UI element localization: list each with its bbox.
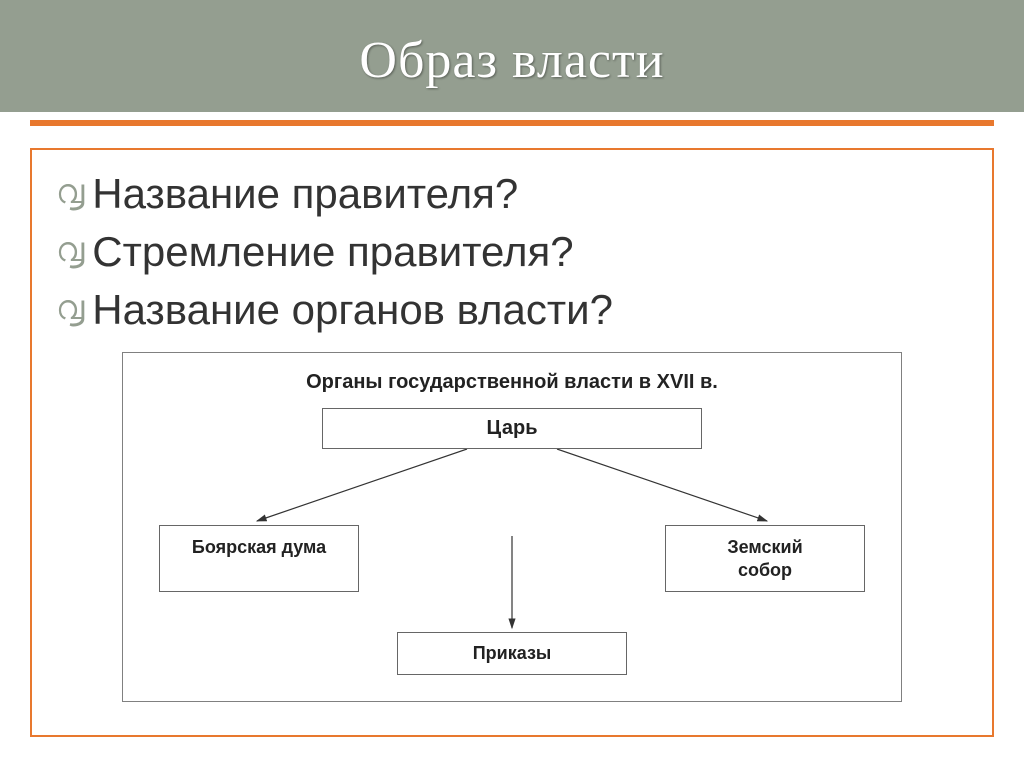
slide-title: Образ власти xyxy=(359,31,664,90)
bullet-text: Стремление правителя? xyxy=(92,228,573,276)
node-root: Царь xyxy=(322,408,702,449)
bullet-item: ൮ Стремление правителя? xyxy=(56,228,968,276)
bullet-item: ൮ Название органов власти? xyxy=(56,286,968,334)
swirl-icon: ൮ xyxy=(56,291,84,325)
bullet-text: Название правителя? xyxy=(92,170,518,218)
bullet-item: ൮ Название правителя? xyxy=(56,170,968,218)
bullet-text: Название органов власти? xyxy=(92,286,613,334)
content-area: ൮ Название правителя? ൮ Стремление прави… xyxy=(0,126,1024,767)
text-box: ൮ Название правителя? ൮ Стремление прави… xyxy=(30,148,994,737)
swirl-icon: ൮ xyxy=(56,233,84,267)
title-band: Образ власти xyxy=(0,0,1024,120)
org-diagram: Органы государственной власти в XVII в. … xyxy=(122,352,902,702)
arrows-top xyxy=(147,449,877,527)
swirl-icon: ൮ xyxy=(56,175,84,209)
row-bottom: Приказы xyxy=(149,632,875,675)
title-underline xyxy=(0,112,1024,120)
slide: Образ власти ൮ Название правителя? ൮ Стр… xyxy=(0,0,1024,767)
diagram-title: Органы государственной власти в XVII в. xyxy=(306,371,718,394)
node-bottom: Приказы xyxy=(397,632,627,675)
arrow-bottom xyxy=(147,536,877,636)
diagram-wrap: Органы государственной власти в XVII в. … xyxy=(56,352,968,702)
